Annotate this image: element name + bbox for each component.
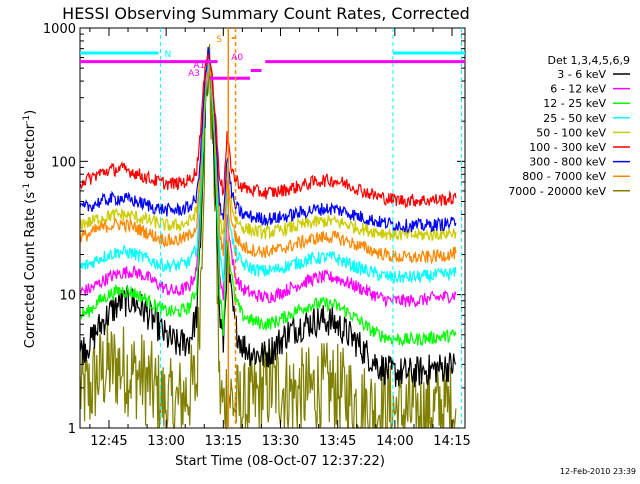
series-line-100-300-kev [79,53,457,209]
x-tick-label: 14:15 [433,434,470,449]
series-line-300-800-kev [79,46,457,234]
x-tick-label: 13:30 [262,434,299,449]
plot-frame [79,27,466,429]
legend-label: 50 - 100 keV [536,126,606,139]
saa-label: S [216,35,222,45]
legend-label: 7000 - 20000 keV [508,185,606,198]
x-tick-label: 12:45 [90,434,127,449]
x-tick-label: 13:00 [147,434,184,449]
x-tick-label: 13:15 [205,434,242,449]
y-tick-label: 1 [68,422,76,437]
y-tick-label: 10 [59,289,76,304]
legend-label: 12 - 25 keV [543,97,606,110]
series-line-25-50-kev [79,58,457,285]
x-axis-label: Start Time (08-Oct-07 12:37:22) [175,454,385,469]
x-tick-label: 13:45 [319,434,356,449]
series-line-800-7000-kev [79,51,457,265]
legend-label: 6 - 12 keV [550,83,606,96]
footer-date: 12-Feb-2010 23:39 [560,467,636,476]
chart-title: HESSI Observing Summary Count Rates, Cor… [62,4,470,23]
legend-label: 25 - 50 keV [543,112,606,125]
y-tick-label: 100 [51,155,76,170]
legend-label: 100 - 300 keV [529,141,606,154]
attenuator-label: A3 [188,69,200,79]
y-axis-label: Corrected Count Rate (s-1 detector-1) [22,110,38,348]
y-tick-label: 1000 [43,22,76,37]
legend-label: 800 - 7000 keV [522,170,606,183]
x-tick-label: 14:00 [376,434,413,449]
attenuator-label: A1 [193,61,205,71]
legend-label: 3 - 6 keV [557,68,606,81]
night-label: N [165,50,172,60]
legend-header: Det 1,3,4,5,6,9 [547,54,630,67]
plot-area: 1 10 100 1000 12:45 13:00 13:15 13:30 13:45 14:00… [43,22,471,449]
legend-label: 300 - 800 keV [529,156,606,169]
series-group [79,44,457,431]
attenuator-label: A0 [231,53,243,63]
